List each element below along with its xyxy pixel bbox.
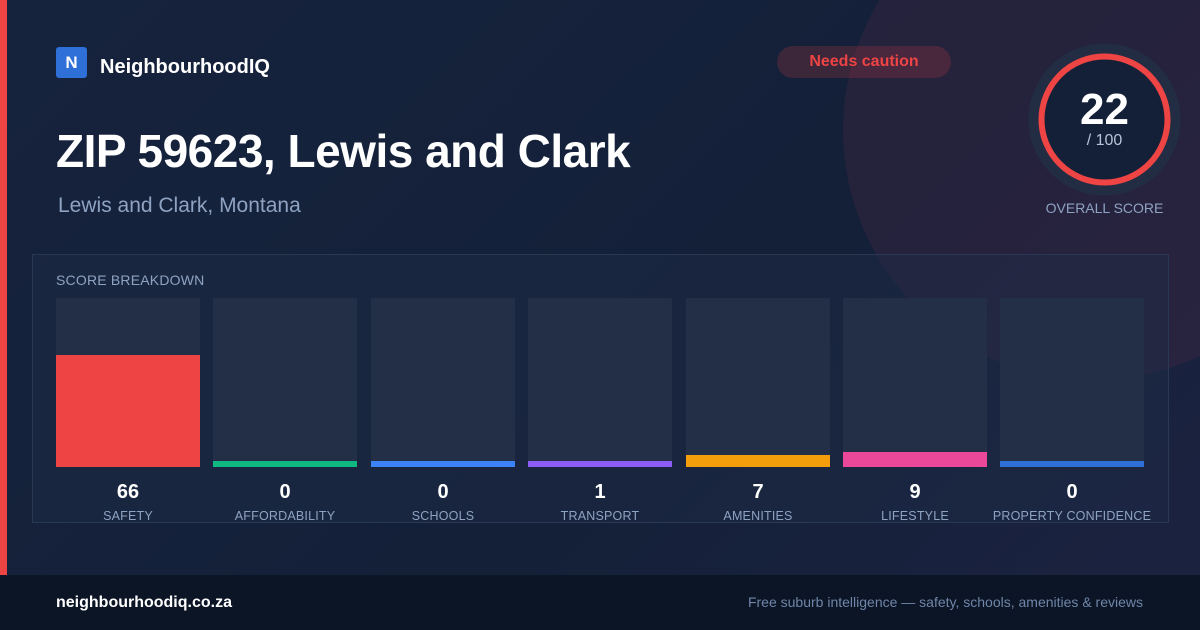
footer bbox=[0, 575, 1200, 630]
overall-score-ring bbox=[1028, 43, 1181, 196]
accent-bar bbox=[0, 0, 7, 575]
score-ring-inner-disc bbox=[1041, 56, 1168, 183]
bar-category-label: AMENITIES bbox=[723, 509, 793, 523]
bar-track bbox=[371, 298, 515, 467]
bar-value-label: 0 bbox=[279, 481, 291, 503]
bar-value-label: 9 bbox=[909, 481, 921, 503]
bar-track bbox=[843, 298, 987, 467]
bar-category-label: TRANSPORT bbox=[560, 509, 640, 523]
bar-category-label: SAFETY bbox=[103, 509, 153, 523]
bar-value-label: 1 bbox=[594, 481, 606, 503]
bar-track bbox=[686, 298, 830, 467]
footer-domain-link[interactable]: neighbourhoodiq.co.za bbox=[56, 594, 232, 611]
score-breakdown-title: SCORE BREAKDOWN bbox=[56, 272, 205, 288]
bar-schools bbox=[371, 461, 515, 467]
bar-category-label: AFFORDABILITY bbox=[234, 509, 336, 523]
bar-category-label: PROPERTY CONFIDENCE bbox=[992, 509, 1152, 523]
overall-score-label: OVERALL SCORE bbox=[1045, 200, 1164, 216]
bar-value-label: 66 bbox=[116, 481, 140, 503]
brand-name: NeighbourhoodIQ bbox=[100, 56, 270, 78]
page-subtitle: Lewis and Clark, Montana bbox=[58, 194, 301, 217]
brand-logo-icon: N bbox=[56, 47, 87, 78]
status-badge: Needs caution bbox=[777, 46, 951, 78]
bar-track bbox=[56, 298, 200, 467]
bar-value-label: 0 bbox=[1066, 481, 1078, 503]
bar-safety bbox=[56, 355, 200, 467]
brand[interactable]: N NeighbourhoodIQ bbox=[56, 46, 270, 79]
bar-lifestyle bbox=[843, 452, 987, 467]
score-ring-stroke bbox=[1038, 53, 1171, 186]
bar-transport bbox=[528, 461, 672, 467]
bar-value-label: 0 bbox=[437, 481, 449, 503]
overall-score-value: 22 bbox=[1080, 85, 1129, 134]
bar-track bbox=[1000, 298, 1144, 467]
bar-track bbox=[528, 298, 672, 467]
bar-value-label: 7 bbox=[752, 481, 764, 503]
bar-property-confidence bbox=[1000, 461, 1144, 467]
bar-category-label: LIFESTYLE bbox=[881, 509, 949, 523]
bar-amenities bbox=[686, 455, 830, 467]
bar-track bbox=[213, 298, 357, 467]
bar-category-label: SCHOOLS bbox=[411, 509, 475, 523]
overall-score-max: / 100 bbox=[1086, 132, 1123, 149]
score-breakdown-chart: 66 SAFETY 0 AFFORDABILITY 0 SCHOOLS 1 TRANSPORT… bbox=[56, 298, 1152, 523]
footer-tagline: Free suburb intelligence — safety, schoo… bbox=[747, 594, 1143, 610]
page-title: ZIP 59623, Lewis and Clark bbox=[56, 125, 631, 177]
bar-affordability bbox=[213, 461, 357, 467]
